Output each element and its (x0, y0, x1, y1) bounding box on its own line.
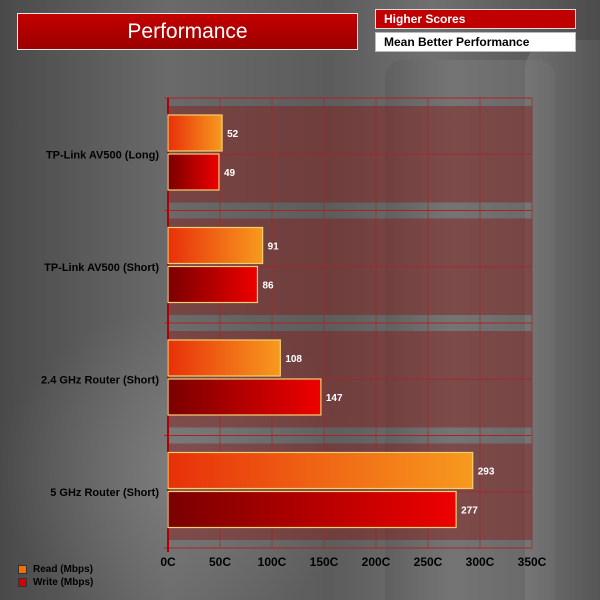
legend-label-read: Read (Mbps) (33, 564, 93, 575)
data-label-read: 91 (268, 242, 280, 253)
bar-read (167, 226, 264, 265)
legend-swatch-write (18, 578, 27, 587)
bar-read (167, 451, 474, 490)
note-better-performance: Mean Better Performance (375, 32, 576, 52)
background-device-edge (525, 40, 600, 600)
data-label-write: 49 (224, 168, 236, 179)
legend-label-write: Write (Mbps) (33, 577, 94, 588)
legend: Read (Mbps) Write (Mbps) (18, 563, 93, 589)
data-label-read: 108 (285, 354, 302, 365)
data-label-write: 277 (461, 506, 478, 517)
x-tick-label: 100C (258, 555, 287, 569)
category-label: 5 GHz Router (Short) (50, 487, 159, 499)
data-label-read: 52 (227, 129, 239, 140)
x-tick-label: 200C (362, 555, 391, 569)
legend-item-write: Write (Mbps) (18, 576, 93, 589)
bar-write (167, 490, 457, 529)
data-label-write: 147 (326, 393, 343, 404)
legend-swatch-read (18, 565, 27, 574)
category-label: TP-Link AV500 (Long) (46, 149, 159, 161)
x-tick-label: 0C (160, 555, 176, 569)
note-higher-scores: Higher Scores (375, 9, 576, 29)
category-label: TP-Link AV500 (Short) (44, 262, 159, 274)
x-tick-label: 350C (518, 555, 547, 569)
x-tick-label: 250C (414, 555, 443, 569)
data-label-write: 86 (262, 281, 274, 292)
bar-write (167, 153, 220, 191)
bar-write (167, 265, 259, 304)
bar-read (167, 114, 223, 152)
bar-read (167, 339, 281, 377)
category-label: 2.4 GHz Router (Short) (41, 374, 159, 386)
data-label-read: 293 (478, 467, 495, 478)
bar-write (167, 378, 322, 416)
x-tick-label: 50C (209, 555, 231, 569)
x-tick-label: 300C (466, 555, 495, 569)
legend-item-read: Read (Mbps) (18, 563, 93, 576)
chart-title: Performance (17, 13, 358, 50)
x-tick-label: 150C (310, 555, 339, 569)
